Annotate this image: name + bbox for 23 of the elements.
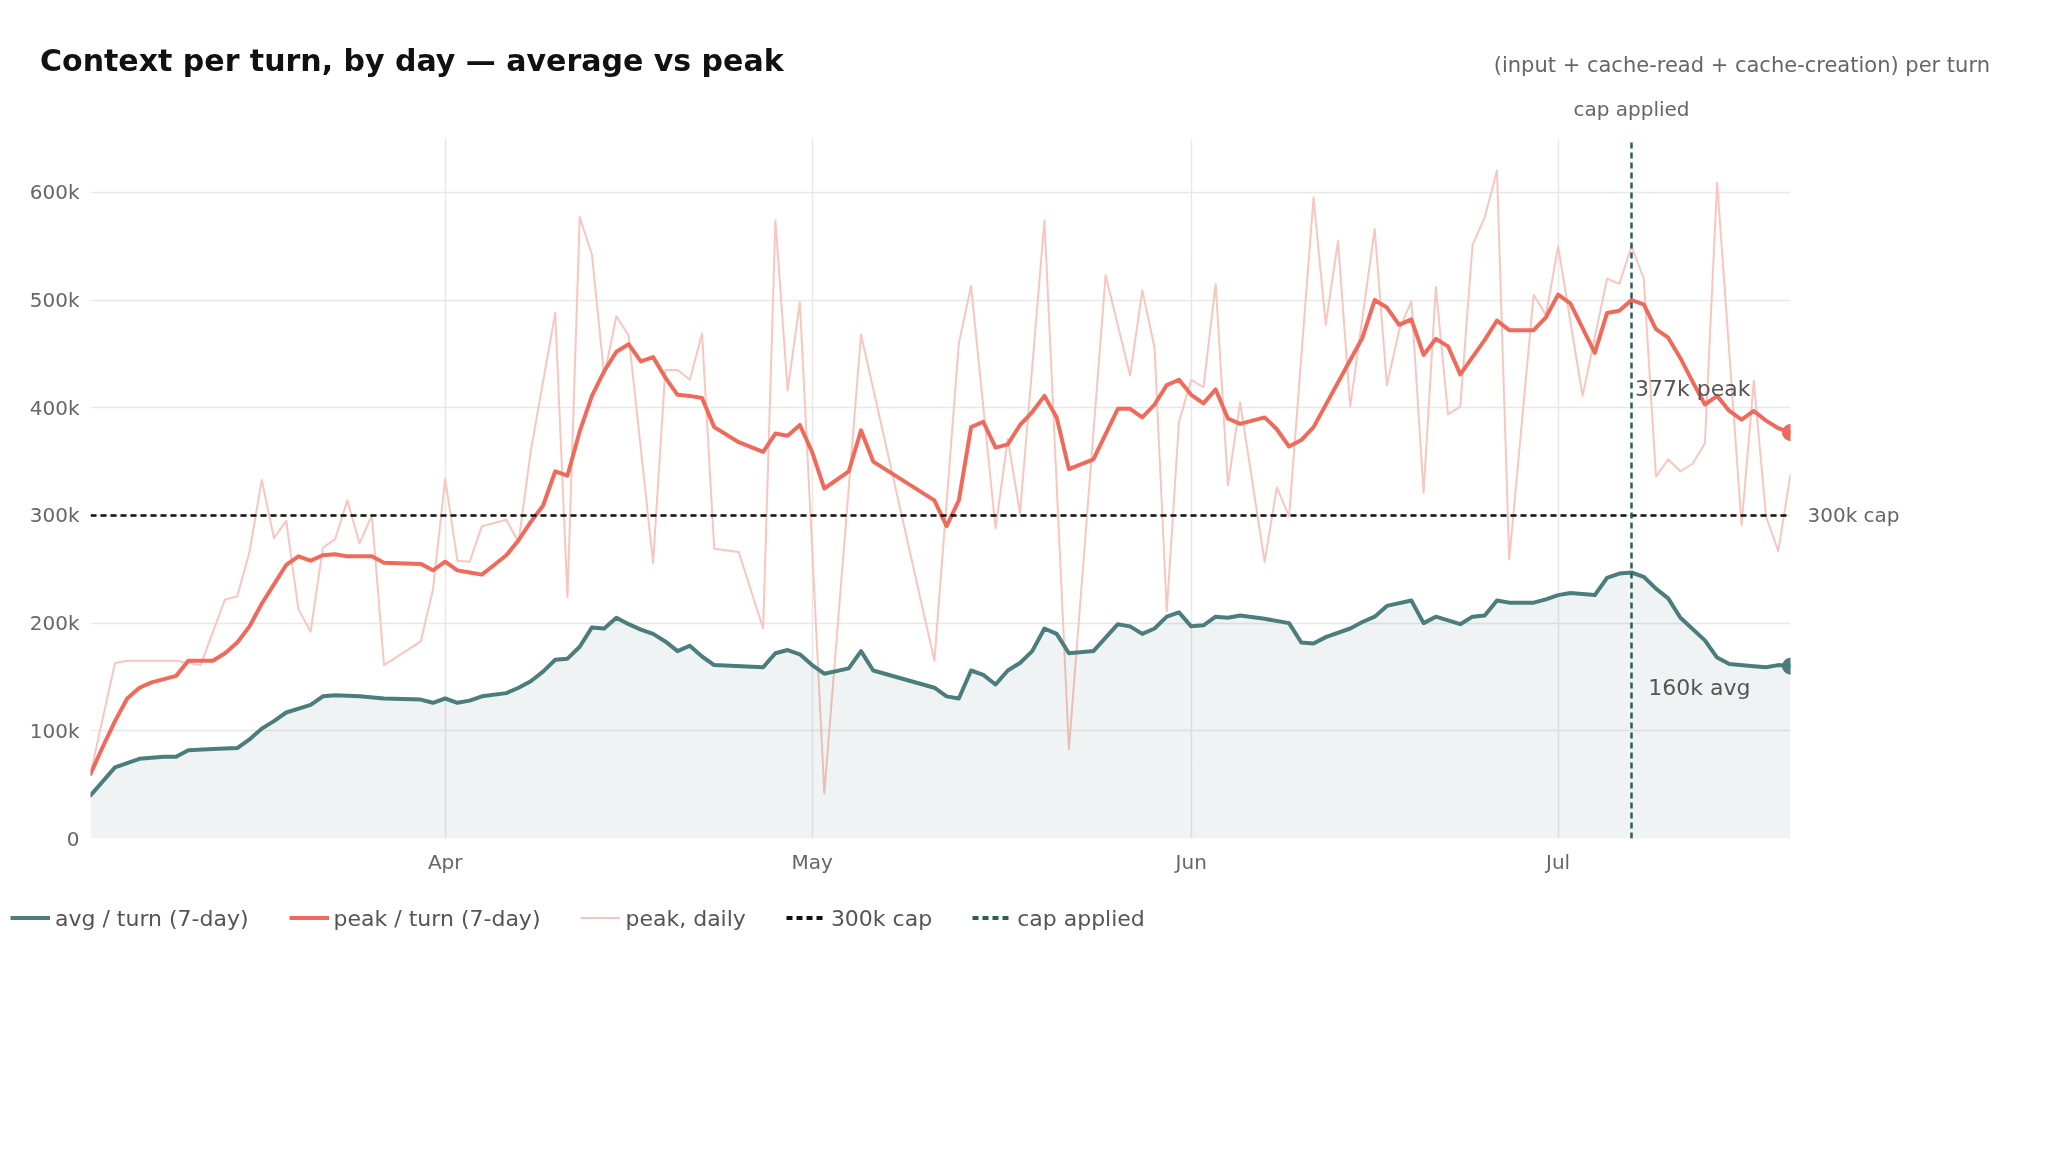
text: 300k cap bbox=[830, 905, 933, 931]
chart-title: Context per turn, by day — average vs peak bbox=[40, 42, 784, 80]
x-tick-label: Jul bbox=[1544, 849, 1571, 874]
y-tick-label: 200k bbox=[29, 610, 80, 635]
text: cap applied bbox=[1017, 905, 1145, 931]
legend-label: peak / turn (7-day) bbox=[333, 905, 541, 931]
legend-label: avg / turn (7-day) bbox=[55, 905, 249, 931]
annotation: 160k avg bbox=[1648, 675, 1751, 701]
x-tick-label: Jun bbox=[1173, 849, 1207, 874]
y-tick-label: 500k bbox=[29, 287, 80, 312]
ref-line-label: cap applied bbox=[1573, 96, 1690, 121]
y-tick-label: 100k bbox=[29, 718, 80, 743]
line-series bbox=[90, 169, 1791, 795]
ref-line-label: 300k cap bbox=[1807, 503, 1900, 528]
y-tick-label: 600k bbox=[29, 180, 80, 205]
y-tick-label: 0 bbox=[66, 826, 80, 851]
y-tick-label: 300k bbox=[29, 503, 80, 528]
annotation: 377k peak bbox=[1635, 375, 1751, 401]
x-tick-label: May bbox=[791, 849, 833, 874]
legend-label: peak, daily bbox=[625, 905, 746, 931]
chart-subtitle: (input + cache-read + cache-creation) per turn bbox=[1493, 52, 1990, 79]
y-tick-label: 400k bbox=[29, 395, 80, 420]
x-tick-label: Apr bbox=[427, 849, 464, 874]
